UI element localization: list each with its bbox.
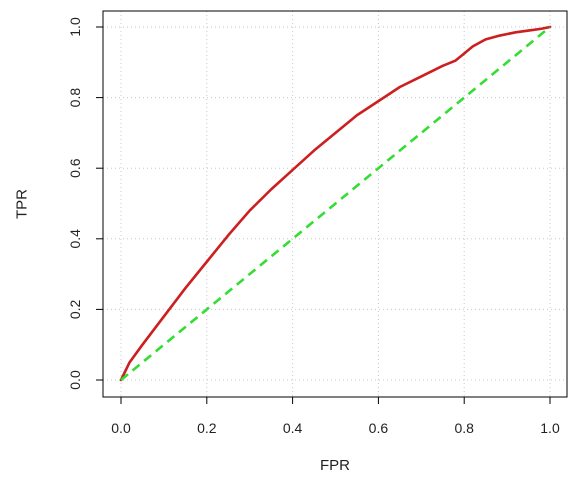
y-axis: 0.0 0.2 0.4 0.6 0.8 1.0 bbox=[67, 17, 104, 390]
series-layer bbox=[119, 25, 552, 382]
y-tick-label: 0.0 bbox=[67, 370, 83, 390]
x-tick-label: 0.4 bbox=[283, 420, 303, 436]
y-tick-label: 0.2 bbox=[67, 299, 83, 319]
roc-curve-line bbox=[119, 25, 552, 382]
x-axis: 0.0 0.2 0.4 0.6 0.8 1.0 bbox=[111, 396, 560, 436]
x-tick-label: 1.0 bbox=[540, 420, 560, 436]
y-axis-title: TPR bbox=[14, 189, 31, 219]
x-tick-label: 0.2 bbox=[197, 420, 217, 436]
y-tick-label: 0.8 bbox=[67, 88, 83, 108]
diagonal-reference-line bbox=[120, 25, 551, 382]
x-tick-label: 0.6 bbox=[369, 420, 389, 436]
grid bbox=[103, 11, 567, 397]
x-tick-label: 0.0 bbox=[111, 420, 131, 436]
y-tick-label: 1.0 bbox=[67, 17, 83, 37]
y-tick-label: 0.4 bbox=[67, 229, 83, 249]
x-axis-title: FPR bbox=[320, 457, 350, 474]
y-tick-label: 0.6 bbox=[67, 158, 83, 178]
x-tick-label: 0.8 bbox=[454, 420, 474, 436]
